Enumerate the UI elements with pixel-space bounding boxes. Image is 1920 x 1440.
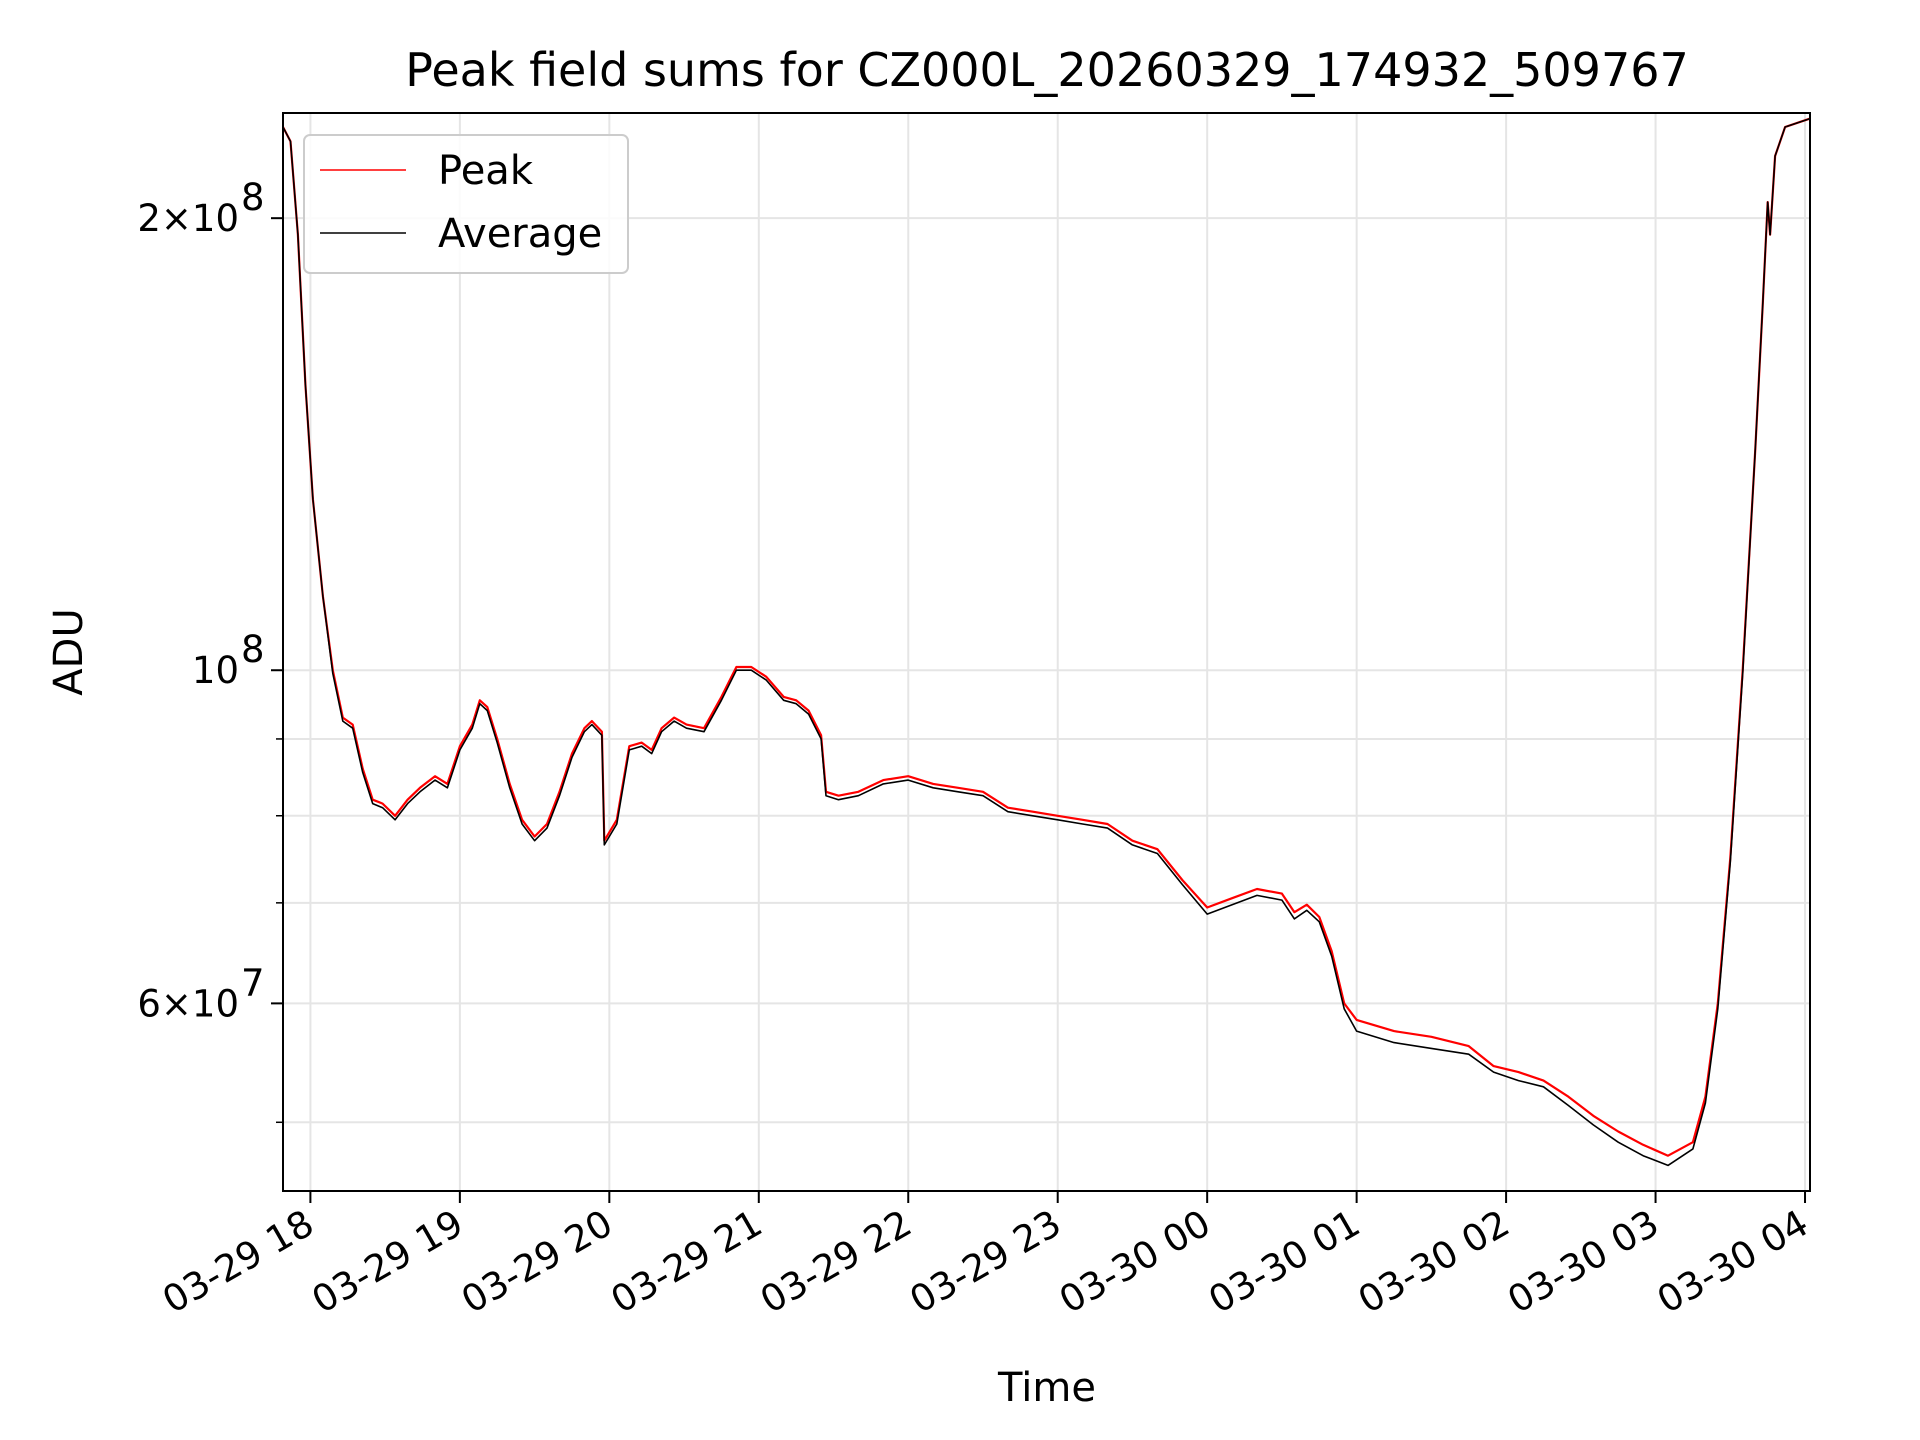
y-tick-label: 6×10 (137, 982, 239, 1025)
x-axis-label: Time (997, 1365, 1096, 1411)
series-layer (282, 117, 1811, 1167)
plot-frame (282, 112, 1811, 1192)
y-tick-label: 2×10 (137, 197, 239, 240)
series-line-average (282, 117, 1811, 1167)
grid-lines (283, 113, 1810, 1191)
y-tick-exponent: 8 (241, 628, 265, 671)
y-tick-exponent: 8 (241, 176, 265, 219)
chart-title: Peak field sums for CZ000L_20260329_1749… (405, 43, 1689, 97)
legend: Peak Average (303, 134, 629, 274)
legend-label-average: Average (438, 211, 602, 257)
legend-label-peak: Peak (438, 148, 534, 194)
y-axis-label: ADU (46, 608, 92, 695)
y-axis-ticks: 6×10 710 82×10 8 (137, 176, 283, 1124)
y-tick-label: 10 (192, 649, 239, 692)
y-tick-exponent: 7 (241, 961, 265, 1004)
